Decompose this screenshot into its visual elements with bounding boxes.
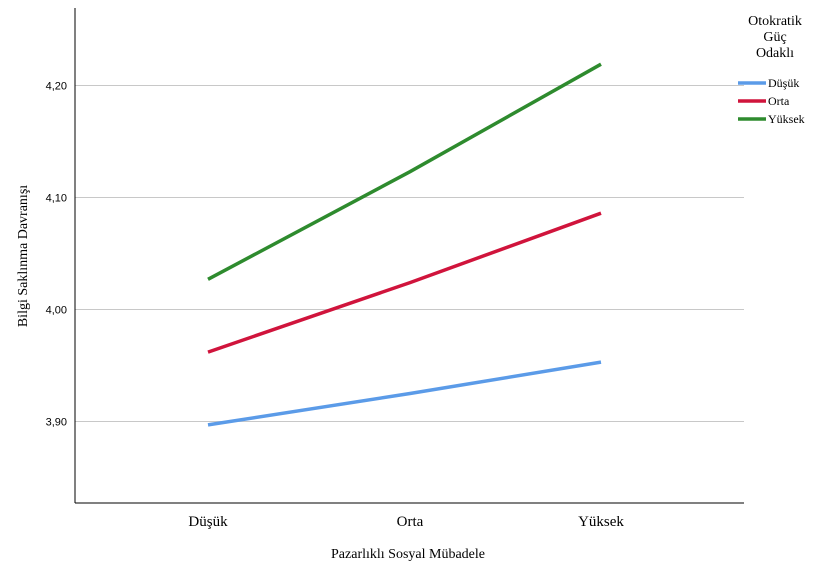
series-line-orta bbox=[207, 211, 602, 354]
y-axis-ticks: 3,90 4,00 4,10 4,20 bbox=[46, 81, 67, 429]
x-tick-label: Yüksek bbox=[578, 514, 624, 530]
y-tick-label: 4,00 bbox=[46, 305, 67, 317]
y-tick-label: 4,10 bbox=[46, 193, 67, 205]
y-tick-label: 4,20 bbox=[46, 81, 67, 93]
x-axis-ticks: Düşük Orta Yüksek bbox=[188, 514, 624, 530]
x-tick-label: Orta bbox=[397, 514, 424, 530]
legend-label: Düşük bbox=[768, 76, 799, 90]
legend-label: Orta bbox=[768, 94, 790, 108]
series-lines bbox=[207, 62, 602, 427]
legend-title-line: Odaklı bbox=[756, 46, 794, 61]
legend-title-line: Otokratik bbox=[748, 14, 802, 29]
series-line-düşük bbox=[207, 360, 602, 427]
legend-title-line: Güç bbox=[763, 30, 786, 45]
x-axis-title: Pazarlıklı Sosyal Mübadele bbox=[331, 547, 485, 562]
series-line-yüksek bbox=[207, 62, 602, 281]
y-tick-label: 3,90 bbox=[46, 417, 67, 429]
x-tick-label: Düşük bbox=[188, 514, 228, 530]
legend-label: Yüksek bbox=[768, 112, 805, 126]
y-axis-title: Bilgi Saklınma Davranışı bbox=[16, 185, 31, 327]
gridlines bbox=[75, 85, 744, 422]
